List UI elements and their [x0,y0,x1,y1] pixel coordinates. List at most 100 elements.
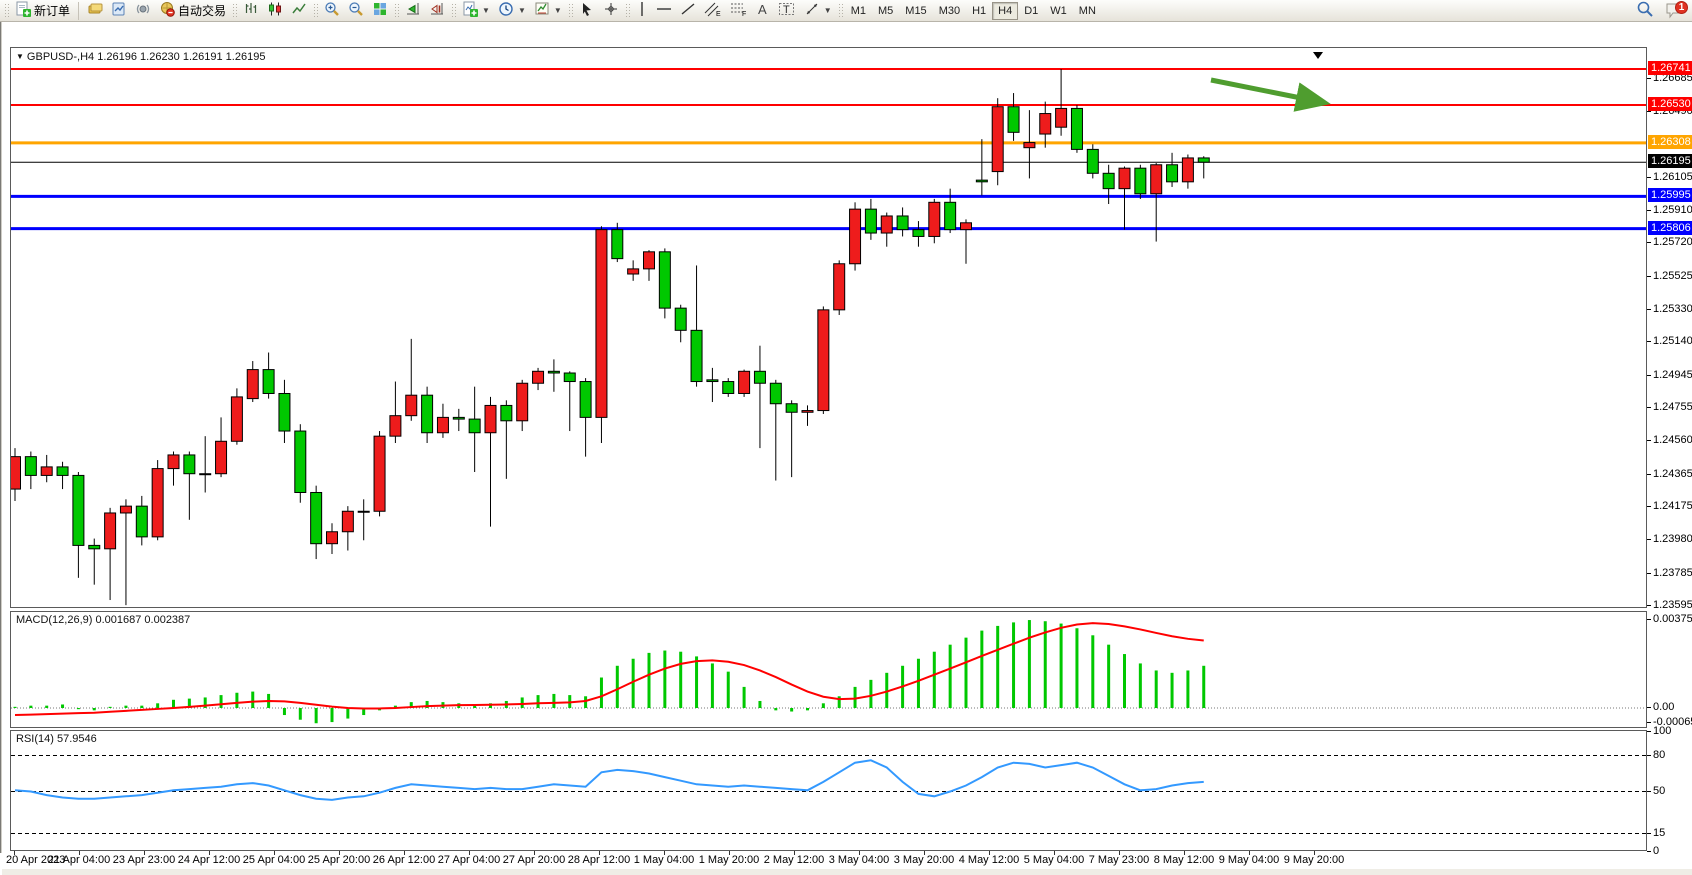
arrows-tool-button[interactable]: ▼ [800,1,836,21]
timeframe-button-m15[interactable]: M15 [905,4,927,17]
chat-notification-button[interactable]: 1 [1664,1,1688,21]
macd-histogram [13,620,1206,724]
rsi-pane[interactable] [10,730,1647,851]
time-axis-label: 27 Apr 04:00 [437,854,501,866]
rsi-axis-label: 80 [1653,748,1666,761]
dropdown-caret: ▼ [823,6,832,15]
candle [880,215,893,234]
equidistant-channel-tool-button[interactable]: E [700,1,726,21]
zoom-in-icon [324,1,340,20]
candle [785,403,798,413]
auto-trading-button[interactable]: 自动交易 [155,1,230,21]
vertical-line-tool-button[interactable] [632,1,652,21]
timeframe-button-d1[interactable]: D1 [1024,4,1039,17]
indicators-button[interactable]: ▼ [458,1,494,21]
candle [151,468,164,538]
timeframe-button-w1[interactable]: W1 [1050,4,1067,17]
toolbar-grip[interactable] [232,2,238,19]
toolbar-grip[interactable] [4,2,9,19]
candle [341,510,354,533]
tile-windows-button[interactable] [368,1,392,21]
zoom-out-button[interactable] [344,1,368,21]
crosshair-tool-button[interactable] [599,1,623,21]
indicators-icon [462,1,479,20]
price-tick [1647,341,1651,343]
toolbar-grip[interactable] [837,2,843,19]
fibonacci-tool-button[interactable]: F [726,1,752,21]
new-order-icon [15,1,31,20]
time-axis-label: 5 May 04:00 [1023,854,1085,866]
chart-shift-button[interactable] [425,1,449,21]
auto-scroll-button[interactable] [401,1,425,21]
toolbar-grip[interactable] [451,2,457,19]
price-level-badge: 1.26308 [1648,134,1692,149]
new-order-button[interactable]: 新订单 [11,1,74,21]
timeframe-button-h4[interactable]: H4 [992,1,1019,20]
price-tick [1647,572,1651,574]
time-axis-label: 27 Apr 20:00 [502,854,566,866]
timeframe-button-m1[interactable]: M1 [850,4,866,17]
candle [991,106,1004,173]
candle [11,456,21,490]
text-label-tool-button[interactable]: T [774,1,800,21]
macd-axis-label: -0.000656 [1653,716,1692,729]
price-tick-label: 1.24175 [1653,499,1692,512]
toolbar-grip[interactable] [394,2,400,19]
periods-button[interactable]: ▼ [494,1,530,21]
strategy-tester-button[interactable] [107,1,131,21]
time-axis-label: 24 Apr 12:00 [177,854,241,866]
cursor-tool-button[interactable] [575,1,599,21]
candle [1197,157,1210,163]
candle [912,229,925,237]
rsi-axis-tick [1647,850,1651,852]
zoom-in-button[interactable] [320,1,344,21]
price-tick-label: 1.23785 [1653,566,1692,579]
line-chart-button[interactable] [287,1,311,21]
candle [706,379,719,383]
auto-trading-label: 自动交易 [178,4,227,18]
candlestick-chart-button[interactable] [263,1,287,21]
vertical-line-icon [636,1,648,20]
candle [72,474,85,546]
candle [579,381,592,418]
candle [484,404,497,434]
candle [40,466,53,476]
timeframe-button-h1[interactable]: H1 [972,4,987,17]
candle [1181,157,1194,183]
templates-button[interactable]: ▼ [530,1,566,21]
time-axis-label: 8 May 12:00 [1153,854,1215,866]
candle [975,179,988,183]
price-tick-label: 1.25525 [1653,269,1692,282]
toolbar-grip[interactable] [567,2,573,19]
bar-chart-button[interactable] [239,1,263,21]
candle [405,394,418,417]
text-tool-button[interactable]: A [752,1,774,21]
macd-pane[interactable] [10,611,1647,728]
svg-text:T: T [783,4,790,16]
toolbar-grip[interactable] [624,2,630,19]
horizontal-line-tool-button[interactable] [652,1,676,21]
time-axis-label: 21 Apr 04:00 [47,854,111,866]
auto-scroll-icon [405,1,421,20]
timeframe-button-m30[interactable]: M30 [938,4,961,17]
macd-axis-label: 0.00 [1653,701,1675,713]
search-icon[interactable] [1636,0,1654,23]
candle [373,435,386,512]
candle [1166,164,1179,183]
symbol-dropdown-icon[interactable]: ▼ [16,52,24,61]
candle [310,491,323,545]
price-chart-pane[interactable] [10,47,1647,608]
timeframe-button-mn[interactable]: MN [1078,4,1096,17]
timeframe-button-m5[interactable]: M5 [878,4,894,17]
broadcast-button[interactable] [131,1,155,21]
trendline-tool-button[interactable] [676,1,700,21]
candle [1086,148,1099,174]
macd-axis-label: 0.003752 [1653,613,1692,625]
line-chart-icon [291,1,307,20]
toolbar-grip[interactable] [313,2,319,19]
market-watch-button[interactable] [83,1,107,21]
candle [1055,107,1068,128]
time-axis-label: 25 Apr 04:00 [242,854,306,866]
fibonacci-icon: F [730,1,748,20]
level-lines [11,68,1646,231]
